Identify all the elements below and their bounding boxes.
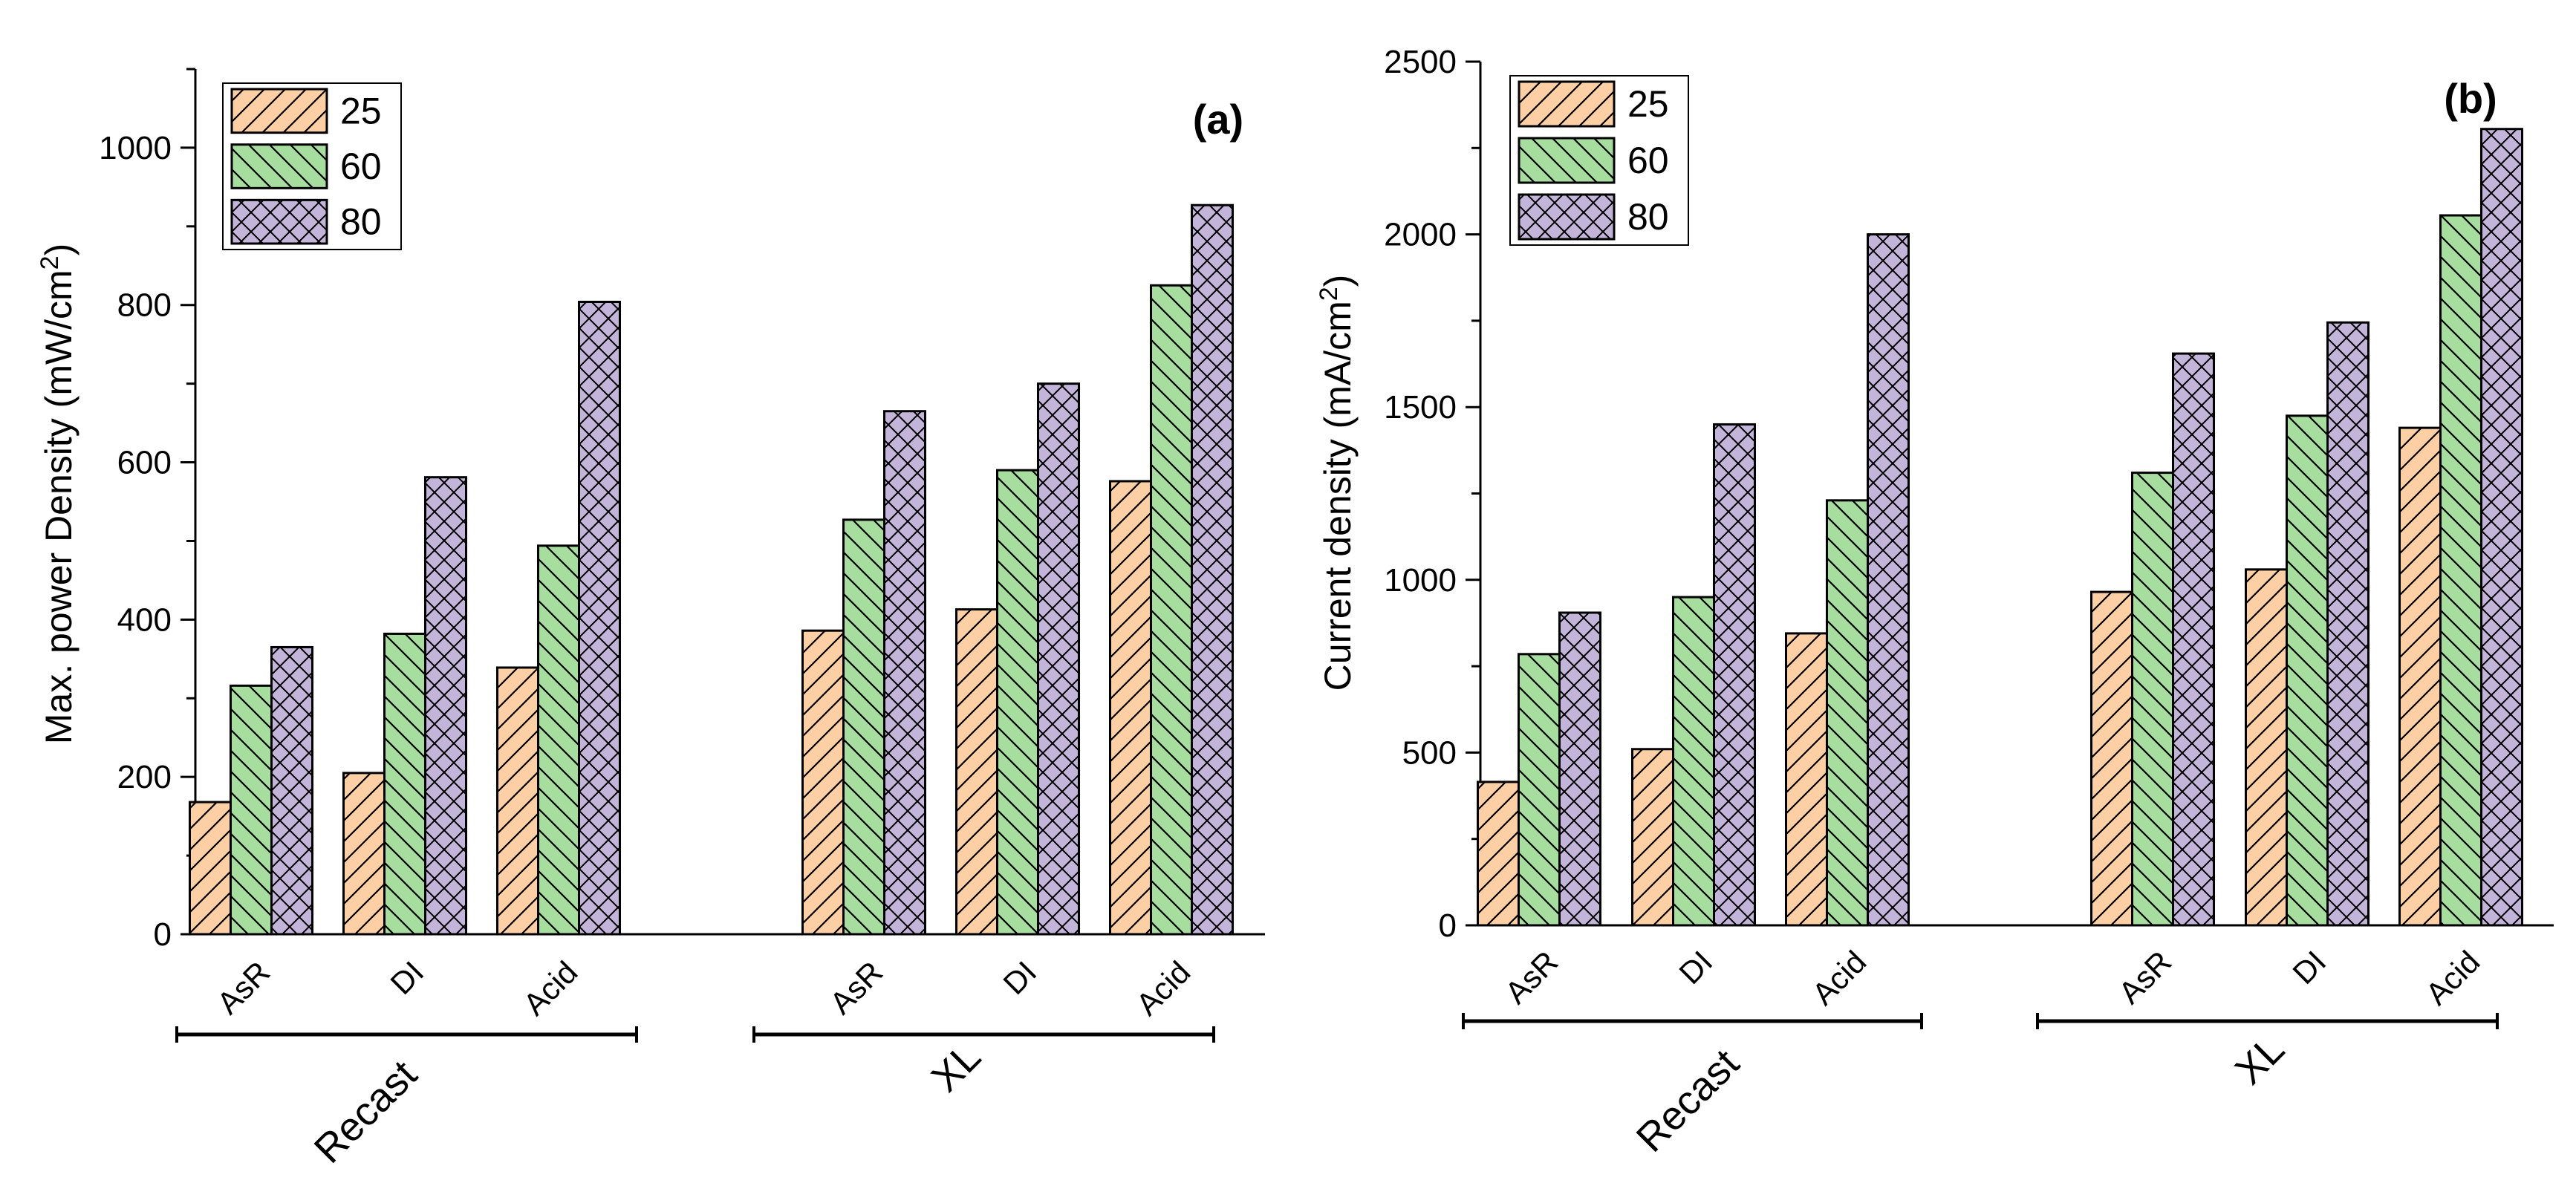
bar-series-60-di: [2286, 414, 2329, 927]
bar-series-25-asr: [1477, 780, 1520, 927]
legend-label: 60: [1627, 140, 1669, 181]
legend-swatch-25: [1518, 80, 1616, 128]
y-tick-label: 0: [1439, 907, 1457, 944]
bar-series-80-di: [424, 476, 467, 936]
bar-series-60-di: [383, 632, 426, 936]
bar-series-25-acid: [496, 666, 539, 936]
bar-series-80-acid: [2480, 128, 2523, 927]
bar-series-25-acid: [2398, 426, 2442, 927]
panel-label: (a): [1193, 96, 1243, 143]
x-category-label: Acid: [2419, 944, 2486, 1011]
bar-series-60-asr: [230, 684, 273, 936]
y-tick-label: 0: [154, 916, 172, 953]
legend-swatch-80: [1518, 193, 1616, 241]
y-tick-label: 2500: [1384, 44, 1457, 80]
y-axis-label: Current density (mA/cm2): [1315, 275, 1359, 691]
bar-series-80-asr: [270, 645, 313, 936]
y-tick-label: 1000: [1384, 562, 1457, 599]
bar-series-60-asr: [1518, 653, 1561, 927]
bar-series-25-di: [955, 608, 998, 936]
legend-swatch-60: [230, 143, 328, 189]
legend: 25 60 80: [1509, 75, 1689, 246]
x-category-label: DI: [996, 954, 1043, 1001]
bar-series-80-di: [2326, 321, 2370, 927]
bar-series-60-asr: [842, 518, 885, 936]
y-tick-label: 400: [117, 602, 172, 638]
x-category-label: AsR: [823, 954, 889, 1020]
bar-series-25-di: [342, 772, 386, 936]
bar-series-80-acid: [578, 300, 621, 936]
bar-series-25-asr: [189, 801, 232, 936]
bar-series-60-di: [996, 469, 1039, 936]
panel-a-chart: (a) Max. power Density (mW/cm2) 0 200 400 6…: [36, 68, 1265, 1172]
legend-swatch-60: [1518, 137, 1616, 184]
bar-series-80-di: [1037, 382, 1080, 936]
x-category-label: AsR: [2112, 944, 2178, 1010]
x-category-label: Acid: [516, 954, 584, 1022]
legend-label: 25: [1627, 83, 1669, 125]
bar-series-80-asr: [883, 410, 926, 936]
group-label-recast: Recast: [1628, 1041, 1748, 1161]
legend-label: 60: [340, 146, 382, 187]
x-category-label: AsR: [1498, 944, 1564, 1010]
group-label-xl: XL: [2227, 1027, 2293, 1093]
bar-series-25-asr: [2090, 590, 2133, 927]
y-tick-label: 200: [117, 759, 172, 795]
legend: 25 60 80: [222, 82, 402, 250]
x-category-label: DI: [2286, 944, 2332, 991]
x-category-label: Acid: [1805, 944, 1873, 1011]
legend-label: 25: [340, 90, 382, 131]
bar-series-60-asr: [2131, 472, 2174, 927]
x-category-label: Acid: [1129, 954, 1197, 1022]
bar-series-25-di: [2245, 568, 2288, 927]
panel-b-chart: (b) Current density (mA/cm2) 0 500 1000 150…: [1315, 44, 2554, 1161]
bar-series-60-acid: [1826, 499, 1869, 927]
panel-label: (b): [2444, 75, 2497, 122]
bar-series-25-acid: [1785, 632, 1828, 927]
bar-series-25-asr: [801, 629, 845, 936]
bar-series-80-acid: [1191, 203, 1234, 936]
bar-series-80-asr: [1558, 611, 1601, 927]
group-label-xl: XL: [923, 1034, 989, 1101]
bar-series-60-acid: [2439, 214, 2482, 927]
bar-series-60-acid: [537, 544, 580, 936]
y-tick-label: 1000: [99, 130, 172, 166]
legend-label: 80: [340, 201, 382, 243]
x-category-label: DI: [1672, 944, 1719, 991]
y-tick-label: 500: [1402, 734, 1457, 771]
y-axis-label: Max. power Density (mW/cm2): [36, 244, 79, 745]
legend-swatch-80: [230, 198, 328, 245]
bar-series-60-acid: [1150, 284, 1193, 936]
legend-swatch-25: [230, 88, 328, 134]
bar-series-60-di: [1672, 596, 1715, 927]
y-tick-label: 2000: [1384, 217, 1457, 253]
y-tick-label: 1500: [1384, 389, 1457, 426]
y-tick-label: 600: [117, 445, 172, 481]
x-category-label: DI: [383, 954, 430, 1001]
bar-series-80-acid: [1867, 233, 1910, 927]
legend-label: 80: [1627, 196, 1669, 238]
bar-series-25-acid: [1109, 480, 1152, 936]
group-label-recast: Recast: [306, 1052, 426, 1172]
bar-series-25-di: [1631, 748, 1674, 927]
bar-series-80-asr: [2172, 352, 2215, 927]
x-category-label: AsR: [210, 954, 276, 1020]
bar-series-80-di: [1713, 423, 1756, 927]
y-tick-label: 800: [117, 287, 172, 324]
